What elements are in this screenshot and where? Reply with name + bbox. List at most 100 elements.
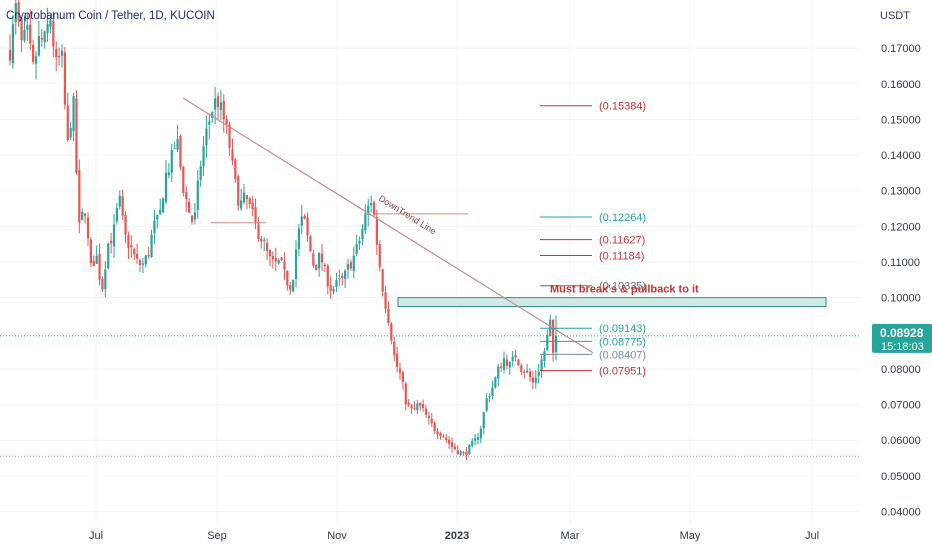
candle-body — [450, 442, 454, 447]
candle-body — [318, 252, 321, 269]
candle-body — [344, 270, 347, 279]
candle-body — [240, 200, 243, 209]
candle-body — [459, 451, 462, 455]
candle-body — [52, 20, 55, 47]
candle-body — [46, 24, 49, 33]
candle-body — [537, 371, 540, 376]
candle-body — [294, 249, 298, 280]
price-axis[interactable]: USDT 0.17000 0.16000 0.15000 0.14000 0.13000… — [859, 0, 932, 524]
candle-body — [245, 195, 248, 199]
candle-body — [326, 265, 329, 287]
y-tick-label: 0.15000 — [881, 114, 921, 126]
current-price-badge: 0.08928 15:18:03 — [872, 323, 932, 353]
candle-body — [546, 334, 549, 351]
candle-body — [147, 255, 150, 257]
candle-body — [297, 228, 300, 250]
candle-body — [173, 147, 176, 149]
candle-body — [156, 214, 159, 220]
candle-body — [485, 398, 488, 411]
trendline-label: DownTrend Line — [377, 193, 438, 236]
candle-body — [372, 202, 376, 215]
candles — [8, 0, 558, 461]
candle-body — [517, 359, 520, 366]
candle-body — [89, 239, 92, 263]
candle-body — [251, 202, 254, 210]
fib-label: (0.08775) — [599, 336, 646, 348]
support-resistance-lines — [0, 213, 859, 457]
candle-body — [188, 201, 191, 213]
candle-body — [543, 351, 546, 361]
candle-body — [488, 395, 491, 397]
candle-body — [170, 149, 173, 173]
time-axis[interactable]: Jul Sep Nov 2023 Mar May Jul — [0, 524, 932, 550]
candle-body — [242, 192, 246, 203]
candle-body — [453, 446, 456, 450]
candle-body — [29, 24, 32, 44]
candle-body — [315, 264, 318, 271]
candle-body — [531, 377, 534, 383]
candle-body — [361, 228, 364, 240]
candle-body — [439, 433, 442, 436]
candle-body — [225, 118, 228, 124]
candle-body — [66, 105, 69, 141]
candle-body — [81, 211, 84, 221]
candle-body — [72, 96, 75, 132]
candle-body — [43, 31, 46, 43]
candle-body — [422, 404, 425, 408]
candle-body — [523, 371, 526, 374]
candle-body — [540, 359, 543, 371]
candle-body — [37, 36, 40, 56]
candle-body — [237, 176, 240, 206]
candle-body — [552, 319, 555, 353]
candle-body — [491, 387, 494, 397]
x-tick-label: Nov — [327, 530, 347, 542]
candle-body — [164, 172, 168, 202]
candle-body — [456, 450, 459, 454]
candle-body — [283, 261, 286, 270]
candle-body — [502, 358, 506, 370]
fib-label: (0.15384) — [599, 101, 646, 113]
candle-body — [133, 249, 136, 255]
y-tick-label: 0.11000 — [881, 257, 920, 269]
candle-body — [398, 368, 402, 373]
candle-body — [202, 146, 205, 167]
candle-body — [248, 198, 251, 205]
x-tick-label: Jul — [805, 530, 819, 542]
candle-body — [500, 366, 503, 368]
candle-body — [335, 280, 338, 287]
candle-body — [448, 439, 451, 444]
x-tick-label: May — [680, 530, 701, 542]
candle-body — [303, 215, 306, 219]
candle-body — [14, 3, 17, 23]
candle-body — [479, 428, 482, 439]
candle-body — [92, 260, 95, 267]
candle-body — [323, 264, 326, 266]
candle-body — [205, 128, 208, 146]
chart-title: Cryptobanum Coin / Tether, 1D, KUCOIN — [6, 10, 215, 22]
candle-body — [69, 128, 72, 138]
candle-body — [320, 253, 324, 263]
candle-body — [124, 214, 127, 235]
candle-body — [190, 215, 194, 222]
candle-body — [101, 278, 104, 290]
candle-body — [84, 213, 87, 216]
candle-body — [508, 361, 511, 368]
candle-body — [23, 29, 26, 41]
candle-body — [60, 50, 64, 56]
candle-body — [118, 195, 121, 207]
candle-body — [63, 52, 66, 105]
fib-label: (0.08407) — [599, 349, 646, 361]
candle-body — [196, 180, 199, 211]
fib-levels: (0.15384) (0.12264) (0.11627) (0.11184) (0.1… — [540, 101, 646, 378]
x-tick-label: Sep — [207, 530, 227, 542]
fib-label: (0.11184) — [599, 250, 644, 262]
candle-body — [352, 255, 355, 272]
candle-body — [468, 444, 471, 455]
candle-body — [11, 24, 14, 64]
candle-body — [300, 216, 303, 226]
candle-body — [234, 159, 237, 179]
candle-body — [393, 341, 396, 355]
candle-body — [159, 209, 162, 215]
candle-body — [138, 260, 142, 265]
